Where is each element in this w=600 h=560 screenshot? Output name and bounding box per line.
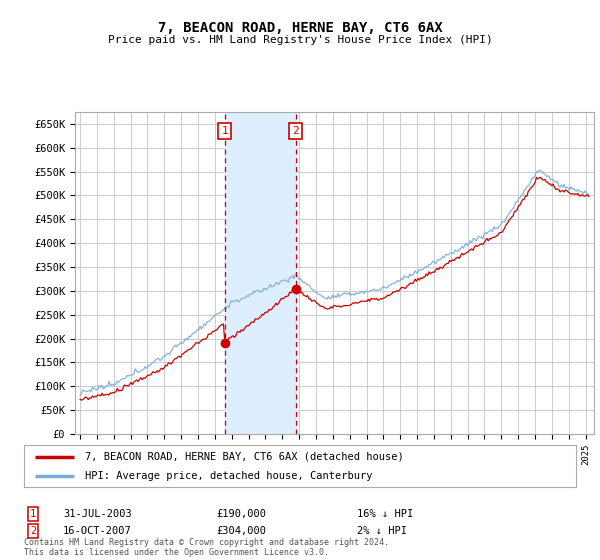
Text: 1: 1 bbox=[30, 509, 36, 519]
Text: Contains HM Land Registry data © Crown copyright and database right 2024.
This d: Contains HM Land Registry data © Crown c… bbox=[24, 538, 389, 557]
Text: 1: 1 bbox=[221, 126, 228, 136]
Text: 2: 2 bbox=[292, 126, 299, 136]
Text: £304,000: £304,000 bbox=[216, 526, 266, 536]
Text: £190,000: £190,000 bbox=[216, 509, 266, 519]
Text: 7, BEACON ROAD, HERNE BAY, CT6 6AX: 7, BEACON ROAD, HERNE BAY, CT6 6AX bbox=[158, 21, 442, 35]
Bar bbox=[224, 112, 296, 434]
Text: 2: 2 bbox=[30, 526, 36, 536]
Text: HPI: Average price, detached house, Canterbury: HPI: Average price, detached house, Cant… bbox=[85, 471, 372, 481]
Text: 16-OCT-2007: 16-OCT-2007 bbox=[63, 526, 132, 536]
Text: 2% ↓ HPI: 2% ↓ HPI bbox=[357, 526, 407, 536]
Text: 7, BEACON ROAD, HERNE BAY, CT6 6AX (detached house): 7, BEACON ROAD, HERNE BAY, CT6 6AX (deta… bbox=[85, 451, 403, 461]
Text: 16% ↓ HPI: 16% ↓ HPI bbox=[357, 509, 413, 519]
Text: 31-JUL-2003: 31-JUL-2003 bbox=[63, 509, 132, 519]
Text: Price paid vs. HM Land Registry's House Price Index (HPI): Price paid vs. HM Land Registry's House … bbox=[107, 35, 493, 45]
